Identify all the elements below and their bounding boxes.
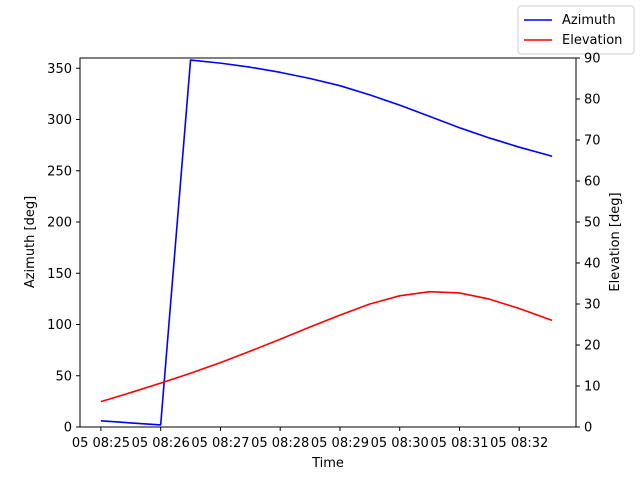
x-tick-label: 05 08:26 bbox=[132, 436, 190, 451]
y-tick-label-right: 60 bbox=[584, 175, 601, 190]
x-tick-label: 05 08:30 bbox=[371, 436, 429, 451]
y-tick-label-left: 100 bbox=[47, 318, 72, 333]
y-tick-label-right: 70 bbox=[584, 134, 601, 149]
y-tick-label-left: 350 bbox=[47, 62, 72, 77]
legend-label-azimuth: Azimuth bbox=[562, 13, 616, 28]
y-tick-label-left: 200 bbox=[47, 216, 72, 231]
y-tick-label-left: 250 bbox=[47, 164, 72, 179]
x-tick-label: 05 08:25 bbox=[72, 436, 130, 451]
series-layer bbox=[100, 59, 553, 426]
legend-label-elevation: Elevation bbox=[562, 33, 622, 48]
x-tick-label: 05 08:29 bbox=[311, 436, 369, 451]
legend: Azimuth Elevation bbox=[517, 5, 635, 55]
x-tick-label: 05 08:31 bbox=[430, 436, 488, 451]
x-tick-label: 05 08:28 bbox=[251, 436, 309, 451]
series-line-azimuth bbox=[100, 59, 553, 426]
x-tick-label: 05 08:32 bbox=[490, 436, 548, 451]
axis-layer: 05 08:25 05 08:26 05 08:27 05 08:28 05 08:29… bbox=[47, 52, 600, 452]
y-tick-label-right: 10 bbox=[584, 380, 601, 395]
y-axis-label-right: Elevation [deg] bbox=[608, 192, 623, 291]
x-axis-label: Time bbox=[311, 456, 344, 471]
y-tick-label-right: 50 bbox=[584, 216, 601, 231]
y-tick-label-left: 50 bbox=[55, 369, 72, 384]
y-tick-label-right: 90 bbox=[584, 52, 601, 67]
y-tick-label-right: 20 bbox=[584, 339, 601, 354]
series-line-elevation bbox=[100, 290, 553, 403]
y-axis-label-left: Azimuth [deg] bbox=[23, 196, 38, 288]
x-tick-label: 05 08:27 bbox=[191, 436, 249, 451]
y-tick-label-left: 0 bbox=[64, 421, 72, 436]
plot-frame bbox=[79, 57, 577, 428]
legend-box bbox=[517, 5, 635, 55]
y-tick-label-right: 40 bbox=[584, 257, 601, 272]
y-tick-label-right: 80 bbox=[584, 93, 601, 108]
y-tick-label-right: 30 bbox=[584, 298, 601, 313]
y-tick-label-right: 0 bbox=[584, 421, 592, 436]
y-tick-label-left: 150 bbox=[47, 267, 72, 282]
y-tick-label-left: 300 bbox=[47, 113, 72, 128]
